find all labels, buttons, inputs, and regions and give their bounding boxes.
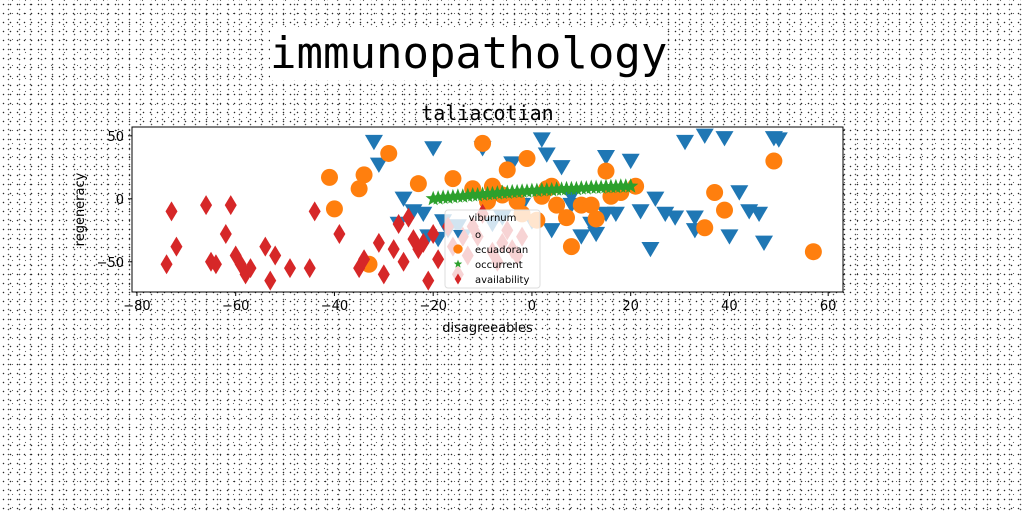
legend-label: occurrent bbox=[475, 260, 523, 271]
legend-label: o bbox=[475, 230, 481, 241]
x-tick-label: 40 bbox=[721, 299, 738, 314]
data-point bbox=[805, 243, 822, 260]
chart-title: taliacotian bbox=[421, 101, 553, 125]
data-point bbox=[444, 170, 461, 187]
x-tick-label: −20 bbox=[419, 299, 446, 314]
data-point bbox=[410, 175, 427, 192]
y-tick-label: 50 bbox=[107, 130, 124, 145]
data-point bbox=[474, 135, 491, 152]
x-tick-label: −80 bbox=[123, 299, 150, 314]
x-axis: −80 −60 −40 −20 0 20 40 60 bbox=[123, 292, 836, 314]
data-point bbox=[380, 145, 397, 162]
data-point bbox=[598, 163, 615, 180]
data-point bbox=[356, 166, 373, 183]
data-point bbox=[326, 200, 343, 217]
data-point bbox=[716, 202, 733, 219]
data-point bbox=[321, 169, 338, 186]
data-point bbox=[588, 210, 605, 227]
x-tick-label: 0 bbox=[528, 299, 536, 314]
legend-title: viburnum bbox=[469, 213, 517, 224]
data-point bbox=[519, 150, 536, 167]
x-tick-label: 20 bbox=[622, 299, 639, 314]
data-point bbox=[558, 209, 575, 226]
y-tick-label: 0 bbox=[116, 193, 124, 208]
data-point bbox=[765, 153, 782, 170]
x-tick-label: −60 bbox=[222, 299, 249, 314]
x-tick-label: −40 bbox=[321, 299, 348, 314]
data-point bbox=[563, 238, 580, 255]
legend-label: ecuadoran bbox=[475, 245, 528, 256]
data-point bbox=[696, 219, 713, 236]
data-point bbox=[706, 184, 723, 201]
x-tick-label: 60 bbox=[820, 299, 837, 314]
y-axis-label: regeneracy bbox=[73, 172, 88, 246]
y-axis: −50 0 50 bbox=[97, 130, 132, 271]
legend: viburnum o ecuadoran occurrent availability bbox=[445, 210, 540, 288]
legend-label: availability bbox=[475, 275, 529, 286]
data-point bbox=[499, 161, 516, 178]
x-axis-label: disagreeables bbox=[442, 321, 533, 336]
legend-marker bbox=[453, 244, 462, 253]
y-tick-label: −50 bbox=[97, 256, 124, 271]
